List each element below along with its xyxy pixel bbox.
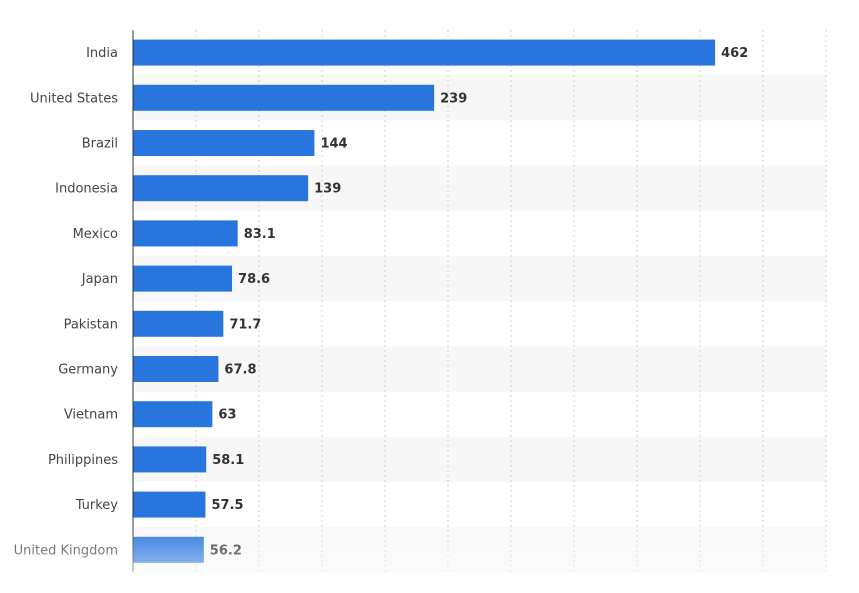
value-label: 71.7 [229,317,261,332]
bar [133,265,233,292]
bar [133,491,206,518]
row-band [133,346,826,392]
value-label: 58.1 [212,453,244,468]
row-band [133,436,826,482]
bar [133,446,207,473]
category-label: Vietnam [64,408,118,423]
bar [133,175,309,202]
category-label: Philippines [48,453,118,468]
bar [133,401,213,428]
value-label: 462 [721,46,748,61]
value-label: 57.5 [211,498,243,513]
value-labels: 462 239 144 139 83.1 78.6 71.7 67.8 63 58.1 57.5 56… [210,46,748,558]
category-label: United Kingdom [14,543,118,558]
value-label: 67.8 [224,363,256,378]
bar [133,220,238,247]
bar [133,84,435,111]
category-label: Indonesia [55,182,118,197]
value-label: 63 [218,408,236,423]
bar [133,536,204,563]
category-label: Turkey [75,498,119,513]
row-band [133,256,826,302]
category-label: Japan [81,272,118,287]
bar [133,130,315,156]
value-label: 239 [440,91,467,106]
category-label: Pakistan [64,317,118,332]
value-label: 83.1 [244,227,276,242]
bar [133,356,219,382]
category-labels: India United States Brazil Indonesia Mexico J… [14,46,119,558]
value-label: 139 [314,182,341,197]
bar [133,310,224,337]
category-label: Brazil [82,137,118,152]
value-label: 78.6 [238,272,270,287]
category-label: Germany [58,363,118,378]
category-label: United States [30,91,118,106]
value-label: 144 [320,137,347,152]
gridlines [195,30,827,573]
value-label: 56.2 [210,543,242,558]
bar [133,39,716,66]
category-label: Mexico [73,227,118,242]
category-label: India [86,46,118,61]
